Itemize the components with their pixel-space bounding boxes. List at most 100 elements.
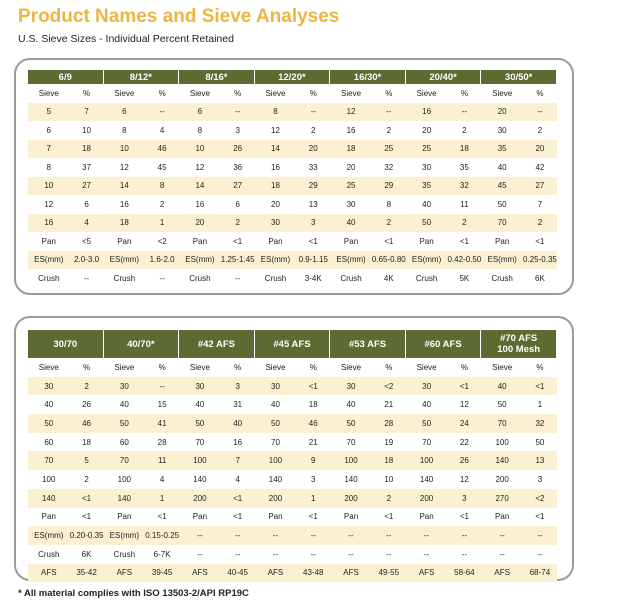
sieve-cell: 18 [346, 144, 356, 154]
percent-cell: -- [235, 549, 241, 559]
column-subheader: Sieve% [330, 84, 406, 103]
percent-cell: 32 [384, 162, 394, 172]
table-row: 40 12 [406, 395, 482, 414]
table-row: 50 28 [330, 414, 406, 433]
sieve-cell: Crush [38, 549, 60, 559]
table-row: 100 7 [179, 451, 255, 471]
percent-cell: 27 [233, 181, 243, 191]
product-header: 20/40* [405, 70, 482, 84]
table-row: 30 <1 [405, 376, 482, 396]
table-row: 35 20 [481, 139, 557, 158]
table-row: -- -- [406, 545, 482, 564]
sieve-cell: Sieve [341, 362, 362, 372]
percent-cell: <1 [459, 512, 469, 522]
percent-cell: 49-55 [378, 568, 400, 578]
percent-cell: <2 [157, 236, 167, 246]
sieve-cell: -- [197, 531, 203, 541]
column-subheader: Sieve% [481, 84, 557, 103]
product-column: 6/9 Sieve% 5 7 6 10 7 18 8 37 10 27 12 6 16 4 Pan <5 ES(mm… [28, 70, 104, 288]
product-column: 20/40* Sieve% 16 -- 20 2 25 18 30 35 35 32 40 11 50 2 Pa… [405, 70, 482, 288]
sieve-cell: 30 [422, 381, 432, 391]
percent-cell: -- [310, 107, 316, 117]
sieve-cell: 18 [271, 181, 280, 191]
percent-cell: 37 [82, 162, 92, 172]
percent-cell: 7 [537, 199, 543, 209]
sieve-cell: 70 [119, 456, 129, 466]
percent-cell: 22 [459, 437, 469, 447]
product-header: #60 AFS [405, 330, 482, 358]
table-row: Pan <1 [330, 508, 406, 527]
percent-cell: 13 [308, 199, 318, 209]
column-subheader: Sieve% [179, 84, 255, 103]
sieve-cell: 6 [197, 107, 203, 117]
product-header: 16/30* [330, 70, 406, 84]
percent-cell: 0.65-0.80 [371, 255, 406, 265]
percent-cell: -- [461, 531, 468, 541]
table-row: 50 46 [28, 414, 104, 433]
table-row: 100 26 [405, 451, 482, 471]
table-row: Pan <1 [330, 232, 406, 251]
sieve-cell: 10 [195, 144, 205, 154]
percent-cell: 20 [308, 144, 318, 154]
percent-cell: 29 [384, 181, 394, 191]
table-row: Pan <5 [28, 232, 104, 251]
percent-cell: 29 [308, 181, 318, 191]
table-row: 70 22 [406, 433, 482, 452]
percent-cell: -- [537, 107, 543, 117]
table-row: -- -- [179, 545, 255, 564]
sieve-cell: 6 [122, 107, 127, 117]
sieve-cell: Pan [41, 236, 56, 246]
table-row: 8 37 [28, 158, 104, 177]
column-subheader: Sieve% [406, 358, 482, 377]
sieve-cell: 16 [346, 125, 356, 135]
page-title: Product Names and Sieve Analyses [18, 6, 340, 27]
percent-cell: 3 [537, 474, 543, 484]
table-row: AFS 43-48 [254, 563, 331, 583]
table-row: 100 18 [330, 451, 406, 471]
product-column: #70 AFS 100 Mesh Sieve% 40 <1 50 1 70 32 100 50 14… [481, 330, 557, 583]
sieve-cell: 30 [119, 381, 129, 391]
table-row: Crush -- [179, 269, 255, 288]
percent-cell: 3 [462, 493, 467, 503]
product-column: #53 AFS Sieve% 30 <2 40 21 50 28 70 19 100 18 140 10 2… [330, 330, 406, 583]
percent-cell: 11 [460, 199, 469, 209]
sieve-cell: 50 [44, 418, 54, 428]
sieve-cell: AFS [116, 568, 133, 578]
table-row: 16 33 [255, 158, 331, 177]
table-row: 70 32 [481, 414, 557, 433]
table-row: 16 4 [28, 213, 104, 232]
sieve-cell: 14 [195, 181, 205, 191]
table-row: 30 3 [254, 213, 331, 232]
table-row: 30 <2 [330, 376, 406, 396]
sieve-cell: ES(mm) [336, 255, 366, 265]
percent-cell: 28 [157, 437, 167, 447]
percent-cell: 27 [535, 181, 545, 191]
sieve-cell: -- [348, 531, 354, 541]
sieve-cell: Pan [192, 512, 208, 522]
sieve-cell: 140 [495, 456, 509, 466]
sieve-cell: Pan [192, 236, 208, 246]
column-subheader: Sieve% [481, 358, 557, 377]
sieve-cell: ES(mm) [411, 255, 442, 265]
table-row: 50 7 [481, 195, 557, 214]
sieve-cell: 12 [44, 199, 54, 209]
sieve-cell: Pan [117, 236, 132, 246]
percent-cell: 21 [384, 400, 394, 410]
percent-cell: 2 [84, 474, 89, 484]
percent-cell: 35-42 [76, 568, 97, 578]
sieve-cell: 30 [44, 381, 54, 391]
sieve-cell: 100 [344, 456, 358, 466]
table-row: 6 -- [103, 102, 180, 121]
table-row: 40 42 [481, 158, 557, 177]
table-row: AFS 40-45 [179, 563, 255, 583]
percent-cell: <1 [535, 512, 545, 522]
table-row: ES(mm) 1.6-2.0 [103, 250, 180, 269]
percent-cell: -- [159, 107, 165, 117]
percent-cell: 0.15-0.25 [145, 531, 180, 541]
table-row: 70 5 [28, 451, 104, 471]
sieve-cell: Pan [419, 236, 434, 246]
table-row: ES(mm) 0.15-0.25 [103, 526, 180, 545]
table-row: 200 3 [481, 470, 557, 489]
sieve-cell: ES(mm) [487, 255, 517, 265]
percent-cell: 1 [311, 493, 316, 503]
